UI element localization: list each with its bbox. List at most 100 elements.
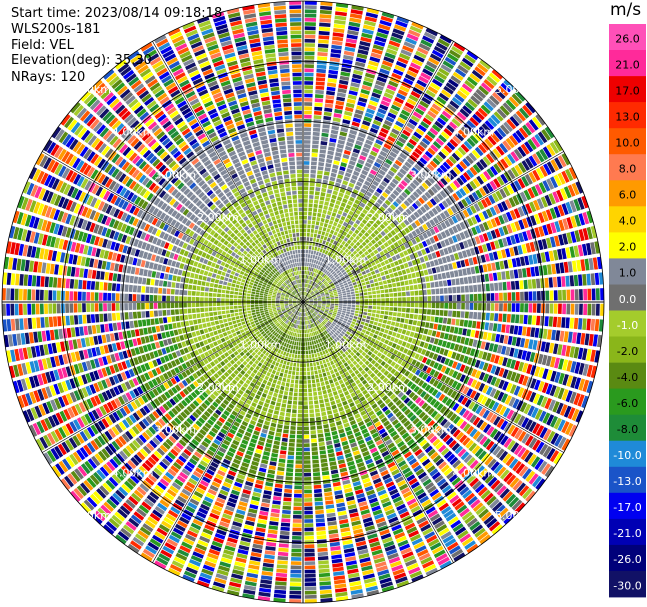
velocity-bin <box>371 48 383 55</box>
velocity-bin <box>372 274 377 279</box>
velocity-bin <box>354 185 361 191</box>
velocity-bin <box>313 305 317 308</box>
velocity-bin <box>390 361 396 367</box>
velocity-bin <box>222 458 231 465</box>
velocity-bin <box>511 258 517 268</box>
velocity-bin <box>312 318 316 322</box>
velocity-bin <box>224 545 236 552</box>
velocity-bin <box>351 520 361 527</box>
velocity-bin <box>321 258 325 263</box>
velocity-bin <box>432 454 442 464</box>
velocity-bin <box>344 285 349 288</box>
velocity-bin <box>546 448 556 460</box>
velocity-bin <box>349 314 354 318</box>
velocity-bin <box>319 585 332 590</box>
velocity-bin <box>389 488 399 496</box>
velocity-bin <box>307 228 311 233</box>
velocity-bin <box>369 372 376 379</box>
velocity-bin <box>341 246 347 251</box>
velocity-bin <box>492 501 503 512</box>
velocity-bin <box>355 296 360 299</box>
velocity-bin <box>308 350 311 355</box>
velocity-bin <box>330 297 335 299</box>
velocity-bin <box>330 546 341 551</box>
velocity-bin <box>498 313 503 322</box>
velocity-bin <box>513 325 519 335</box>
velocity-bin <box>566 375 573 387</box>
velocity-bin <box>582 363 589 376</box>
velocity-bin <box>361 513 372 520</box>
velocity-bin <box>438 92 449 102</box>
velocity-bin <box>468 152 478 162</box>
velocity-bin <box>326 266 331 271</box>
velocity-bin <box>440 447 450 456</box>
velocity-bin <box>369 169 377 176</box>
velocity-bin <box>234 454 243 461</box>
velocity-bin <box>418 308 423 314</box>
velocity-bin <box>557 204 565 217</box>
velocity-bin <box>419 296 423 302</box>
velocity-bin <box>377 298 381 302</box>
velocity-bin <box>371 261 376 266</box>
velocity-bin <box>420 39 433 48</box>
velocity-bin <box>465 249 472 257</box>
velocity-bin <box>446 141 456 151</box>
velocity-bin <box>508 458 519 469</box>
velocity-bin <box>482 244 488 253</box>
velocity-bin <box>231 462 240 469</box>
velocity-bin <box>383 454 392 461</box>
velocity-bin <box>326 304 330 307</box>
velocity-bin <box>406 498 417 506</box>
velocity-bin <box>448 369 455 377</box>
velocity-bin <box>434 520 445 529</box>
velocity-bin <box>561 170 570 183</box>
velocity-bin <box>488 273 494 282</box>
velocity-bin <box>259 583 272 589</box>
velocity-bin <box>313 366 317 371</box>
velocity-bin <box>462 105 473 115</box>
velocity-bin <box>328 291 333 294</box>
velocity-bin <box>574 289 579 301</box>
velocity-bin <box>305 299 309 302</box>
velocity-bin <box>514 502 526 514</box>
velocity-bin <box>404 435 412 443</box>
velocity-bin <box>408 566 421 575</box>
velocity-bin <box>457 394 465 403</box>
velocity-bin <box>327 343 332 348</box>
velocity-bin <box>345 276 350 280</box>
velocity-bin <box>303 342 305 346</box>
velocity-bin <box>349 580 362 587</box>
velocity-bin <box>557 248 563 260</box>
velocity-bin <box>349 236 355 241</box>
velocity-bin <box>292 523 302 528</box>
velocity-bin <box>406 291 410 296</box>
velocity-bin <box>293 328 296 333</box>
velocity-bin <box>488 322 494 331</box>
velocity-bin <box>294 477 302 481</box>
velocity-bin <box>355 140 364 146</box>
velocity-bin <box>404 242 410 249</box>
velocity-bin <box>442 161 451 170</box>
velocity-bin <box>586 210 594 224</box>
velocity-bin <box>438 67 450 77</box>
velocity-bin <box>349 286 354 290</box>
velocity-bin <box>563 261 569 273</box>
velocity-bin <box>343 422 350 428</box>
velocity-bin <box>294 379 299 384</box>
velocity-bin <box>527 138 537 151</box>
velocity-bin <box>498 367 505 377</box>
velocity-bin <box>387 44 399 52</box>
velocity-bin <box>218 565 230 572</box>
velocity-bin <box>459 241 465 250</box>
velocity-bin <box>354 199 361 205</box>
velocity-bin <box>350 9 363 15</box>
velocity-bin <box>377 489 387 496</box>
velocity-bin <box>376 310 381 314</box>
velocity-bin <box>374 236 380 242</box>
velocity-bin <box>554 157 563 170</box>
velocity-bin <box>331 554 342 560</box>
velocity-bin <box>573 198 581 211</box>
velocity-bin <box>459 507 470 518</box>
velocity-bin <box>244 431 252 438</box>
velocity-bin <box>239 424 247 431</box>
